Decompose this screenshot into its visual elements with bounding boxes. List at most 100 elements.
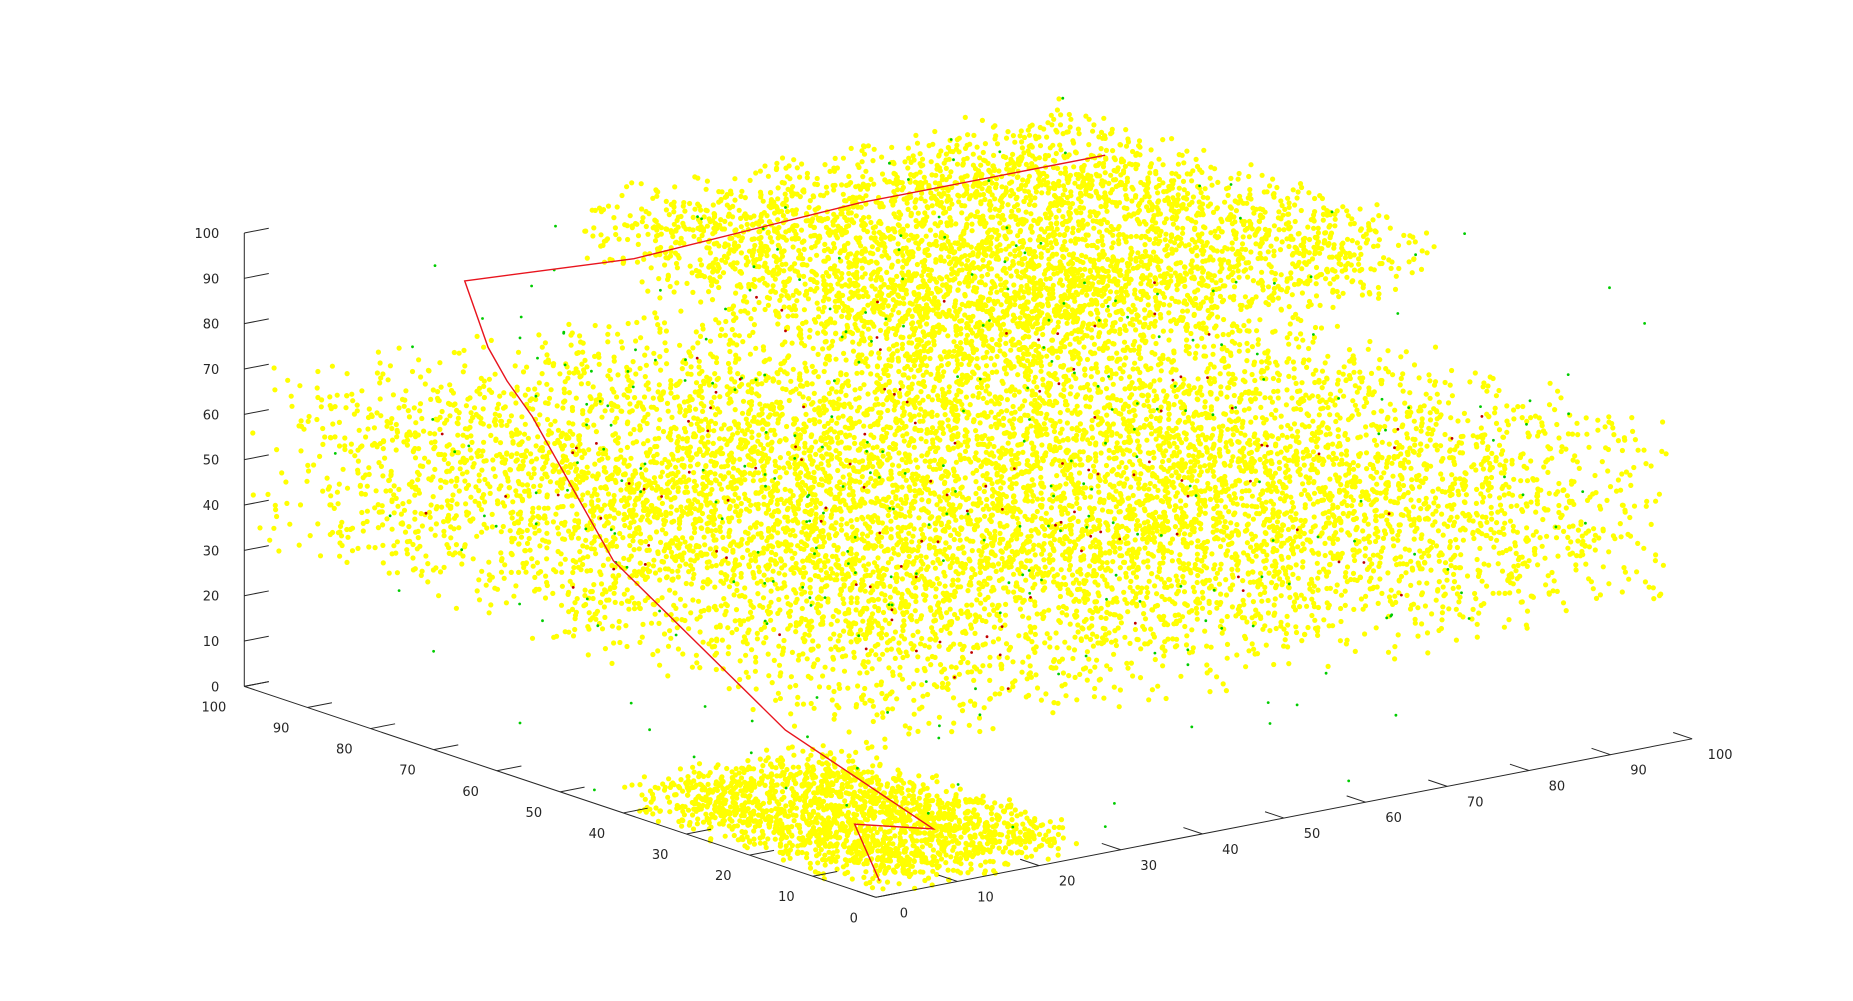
obstacle-point xyxy=(834,866,840,872)
obstacle-point xyxy=(884,781,891,787)
obstacle-point xyxy=(1338,451,1345,457)
obstacle-point xyxy=(566,390,573,396)
obstacle-point xyxy=(1006,797,1013,803)
obstacle-point xyxy=(1408,497,1414,503)
obstacle-point xyxy=(1440,584,1446,590)
obstacle-point xyxy=(734,430,741,436)
obstacle-point xyxy=(768,780,775,786)
obstacle-point xyxy=(965,816,971,822)
obstacle-point xyxy=(839,811,845,817)
obstacle-point xyxy=(774,823,780,829)
obstacle-point xyxy=(1033,825,1039,831)
obstacle-point xyxy=(897,809,904,815)
obstacle-point xyxy=(784,780,790,786)
obstacle-point xyxy=(987,839,993,845)
obstacle-point xyxy=(833,356,839,362)
obstacle-point xyxy=(643,538,649,545)
obstacle-point xyxy=(1006,841,1012,847)
obstacle-point xyxy=(676,804,683,811)
obstacle-point xyxy=(1022,412,1028,418)
obstacle-point xyxy=(897,770,903,777)
obstacle-point xyxy=(1144,437,1150,443)
obstacle-point xyxy=(1524,465,1530,471)
obstacle-point xyxy=(838,792,844,798)
obstacle-point xyxy=(958,850,964,856)
obstacle-point xyxy=(773,814,779,820)
obstacle-point xyxy=(1181,589,1188,595)
obstacle-point xyxy=(711,521,717,528)
obstacle-point xyxy=(731,832,737,839)
obstacle-point xyxy=(783,386,789,393)
obstacle-point xyxy=(923,797,929,803)
obstacle-point xyxy=(843,837,849,843)
obstacle-point xyxy=(481,439,487,445)
obstacle-point xyxy=(722,833,728,839)
obstacle-point xyxy=(317,553,324,559)
obstacle-point xyxy=(926,803,932,809)
obstacle-point xyxy=(884,879,891,885)
obstacle-point xyxy=(873,800,879,807)
obstacle-point xyxy=(336,419,342,425)
obstacle-point xyxy=(311,462,317,468)
obstacle-point xyxy=(761,494,767,500)
obstacle-point xyxy=(479,568,485,574)
obstacle-point xyxy=(659,500,666,506)
obstacle-point xyxy=(901,839,907,845)
obstacle-point xyxy=(929,810,935,816)
obstacle-point xyxy=(765,302,772,308)
obstacle-point xyxy=(1568,539,1574,545)
obstacle-point xyxy=(1245,348,1251,354)
obstacle-point xyxy=(1255,337,1261,343)
obstacle-point xyxy=(938,856,945,862)
obstacle-point xyxy=(1271,388,1277,395)
obstacle-point xyxy=(745,806,751,812)
obstacle-point xyxy=(822,862,828,868)
obstacle-point xyxy=(1146,578,1152,584)
obstacle-point xyxy=(724,765,730,772)
obstacle-point xyxy=(760,832,766,838)
obstacle-point xyxy=(569,503,575,509)
obstacle-point xyxy=(1635,540,1641,547)
obstacle-point xyxy=(838,389,844,395)
obstacle-point xyxy=(322,434,328,440)
obstacle-point xyxy=(560,405,566,411)
obstacle-point xyxy=(863,869,869,875)
obstacle-point xyxy=(1593,595,1600,602)
obstacle-point xyxy=(445,461,451,467)
obstacle-point xyxy=(781,770,787,776)
obstacle-point xyxy=(1194,616,1200,622)
obstacle-point xyxy=(999,832,1005,838)
obstacle-point xyxy=(702,785,708,792)
obstacle-point xyxy=(940,839,946,845)
obstacle-point xyxy=(930,868,936,874)
obstacle-point xyxy=(1600,528,1606,534)
obstacle-point xyxy=(470,556,476,562)
obstacle-point xyxy=(474,588,480,594)
obstacle-point xyxy=(861,811,868,817)
obstacle-point xyxy=(383,488,389,494)
obstacle-point xyxy=(791,752,797,758)
obstacle-point xyxy=(1375,600,1381,607)
obstacle-point xyxy=(740,554,746,561)
obstacle-point xyxy=(899,785,905,792)
obstacle-point xyxy=(1553,535,1560,541)
obstacle-point xyxy=(756,393,762,399)
obstacle-point xyxy=(1158,368,1164,374)
obstacle-point xyxy=(1272,596,1278,602)
obstacle-point xyxy=(438,484,444,491)
obstacle-point xyxy=(757,756,763,762)
obstacle-point xyxy=(857,479,863,485)
obstacle-point xyxy=(1592,547,1598,553)
obstacle-point xyxy=(320,425,326,432)
obstacle-point xyxy=(462,478,468,484)
obstacle-point xyxy=(972,844,978,850)
obstacle-point xyxy=(1595,417,1601,423)
obstacle-point xyxy=(883,632,890,638)
obstacle-point xyxy=(1104,521,1110,527)
obstacle-point xyxy=(528,459,535,465)
obstacle-point xyxy=(490,466,496,472)
obstacle-point xyxy=(596,354,602,360)
obstacle-point xyxy=(677,766,684,772)
obstacle-point xyxy=(1310,418,1316,424)
obstacle-point xyxy=(686,404,693,410)
